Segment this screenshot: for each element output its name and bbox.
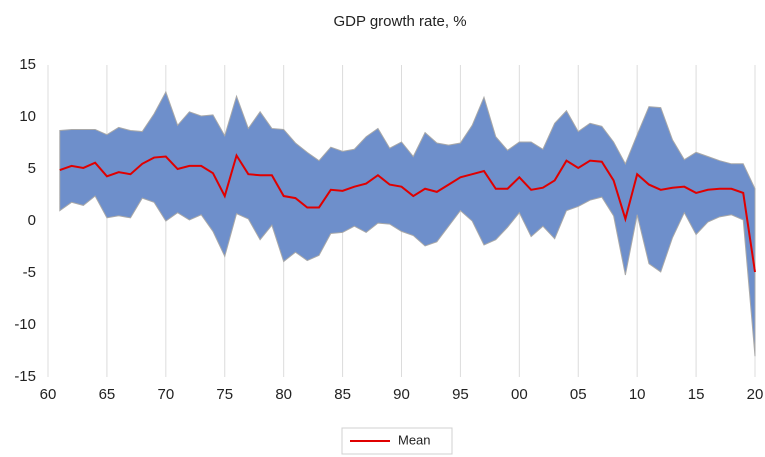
x-tick-label: 00 bbox=[511, 386, 528, 403]
x-tick-label: 95 bbox=[452, 386, 469, 403]
y-tick-label: -5 bbox=[23, 264, 36, 281]
x-tick-label: 90 bbox=[393, 386, 410, 403]
x-tick-label: 70 bbox=[157, 386, 174, 403]
x-tick-label: 85 bbox=[334, 386, 351, 403]
y-tick-label: -10 bbox=[14, 316, 36, 333]
x-tick-label: 60 bbox=[40, 386, 57, 403]
chart-title: GDP growth rate, % bbox=[333, 13, 466, 30]
x-tick-label: 10 bbox=[629, 386, 646, 403]
x-tick-label: 05 bbox=[570, 386, 587, 403]
x-tick-label: 80 bbox=[275, 386, 292, 403]
y-tick-label: 15 bbox=[19, 56, 36, 73]
y-tick-label: 5 bbox=[28, 160, 36, 177]
mean-line bbox=[59, 153, 756, 273]
range-band bbox=[59, 90, 756, 357]
y-tick-label: -15 bbox=[14, 368, 36, 385]
x-tick-label: 65 bbox=[99, 386, 116, 403]
y-tick-label: 0 bbox=[28, 212, 36, 229]
y-tick-label: 10 bbox=[19, 108, 36, 125]
x-tick-label: 75 bbox=[216, 386, 233, 403]
x-tick-label: 20 bbox=[747, 386, 764, 403]
legend-box bbox=[341, 427, 453, 455]
legend-label: Mean bbox=[398, 432, 431, 447]
x-tick-label: 15 bbox=[688, 386, 705, 403]
